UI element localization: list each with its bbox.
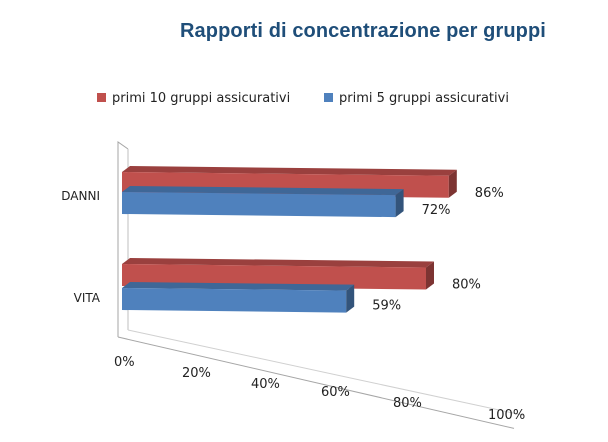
- x-tick-label-1: 0%: [114, 355, 135, 370]
- x-tick-label-5: 80%: [393, 396, 422, 411]
- bar-danni-series-1-top: [122, 166, 457, 176]
- data-labels: 86% 72% 80% 59%: [372, 186, 504, 314]
- bar-danni-series-2: [122, 192, 396, 218]
- bar-vita-series-2-side: [346, 284, 355, 313]
- data-label-danni-series-1: 86%: [475, 186, 504, 201]
- floor-front-edge: [117, 336, 515, 429]
- chart-floor: [117, 141, 525, 429]
- back-wall-edge: [117, 141, 129, 337]
- bars: [122, 166, 457, 313]
- category-label-2: VITA: [74, 291, 101, 305]
- x-tick-label-3: 40%: [251, 377, 280, 392]
- axes: DANNI VITA 0% 20% 40% 60% 80% 100%: [61, 189, 525, 423]
- bar-danni-series-2-top: [122, 186, 404, 196]
- bar-vita-series-2: [122, 288, 347, 313]
- bar-vita-series-2-top: [122, 282, 355, 291]
- x-tick-label-4: 60%: [321, 385, 350, 400]
- data-label-vita-series-2: 59%: [372, 299, 401, 314]
- category-label-1: DANNI: [61, 189, 100, 203]
- x-tick-label-2: 20%: [182, 366, 211, 381]
- chart-title: Rapporti di concentrazione per gruppi: [180, 20, 546, 42]
- data-label-danni-series-2: 72%: [422, 203, 451, 218]
- bar-danni-series-2-side: [395, 189, 404, 218]
- legend: primi 10 gruppi assicurativi primi 5 grup…: [97, 91, 509, 106]
- floor-back-edge: [127, 329, 525, 416]
- legend-label-2: primi 5 gruppi assicurativi: [339, 91, 509, 106]
- legend-swatch-2: [324, 93, 333, 102]
- bar-danni-series-1-side: [448, 169, 457, 198]
- bar-vita-series-1-top: [122, 258, 434, 268]
- data-label-vita-series-1: 80%: [452, 277, 481, 292]
- legend-label-1: primi 10 gruppi assicurativi: [112, 91, 290, 106]
- bar-vita-series-1-side: [426, 261, 434, 290]
- legend-swatch-1: [97, 93, 106, 102]
- x-tick-label-6: 100%: [488, 408, 525, 423]
